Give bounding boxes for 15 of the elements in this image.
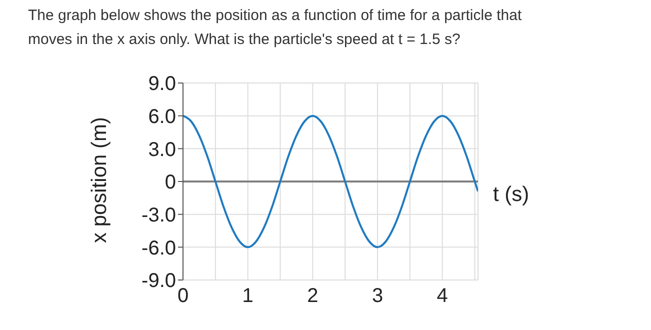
x-tick-label: 1 (242, 285, 254, 308)
x-tick-label: 4 (436, 285, 448, 308)
y-tick-label: 6.0 (148, 106, 176, 128)
x-tick-label: 3 (372, 285, 384, 308)
y-tick-label: 0 (164, 172, 176, 194)
line-series (183, 114, 478, 248)
y-tick-label: 3.0 (148, 138, 176, 161)
x-axis-title: t (s) (493, 183, 530, 207)
y-axis-title: x position (m) (88, 116, 112, 244)
y-tick-label: -3.0 (142, 204, 176, 226)
x-tick-label: 2 (307, 285, 318, 308)
y-tick-label: -6.0 (142, 237, 176, 260)
y-tick-label: 9.0 (148, 73, 176, 96)
chart-title: The graph below shows the position as a function of time for a particle that moves in the x axis only. What is the particle's speed at t = 1.5 s? (28, 6, 523, 50)
y-tick-label: -9.0 (142, 270, 176, 292)
